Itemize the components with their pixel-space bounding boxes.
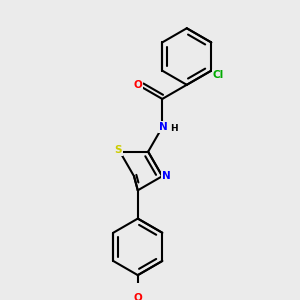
Text: H: H [170,124,178,133]
Text: N: N [159,122,168,132]
Text: Cl: Cl [213,70,224,80]
Text: O: O [134,293,142,300]
Text: N: N [162,171,171,181]
Text: S: S [115,145,122,155]
Text: O: O [133,80,142,90]
